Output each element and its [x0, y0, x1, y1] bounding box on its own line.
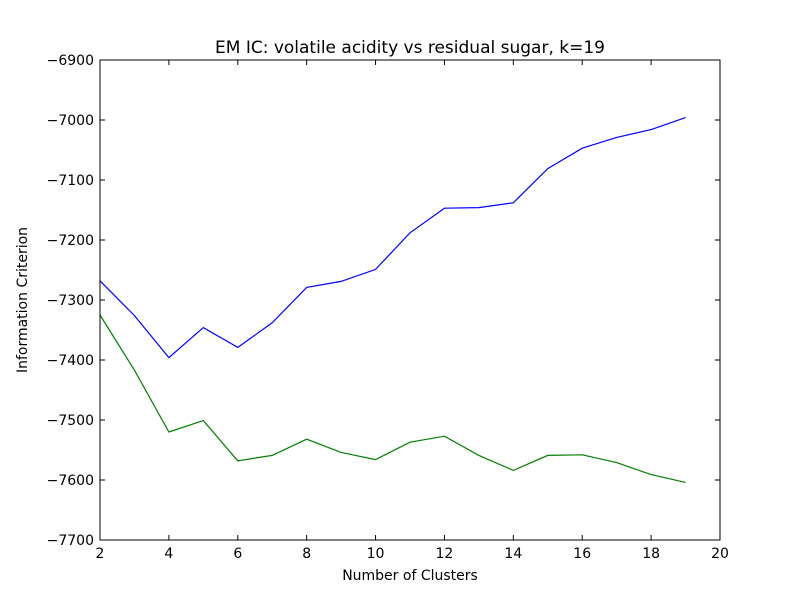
x-tick-label: 6: [233, 546, 242, 562]
y-tick-label: −7300: [47, 293, 94, 309]
x-axis-label: Number of Clusters: [342, 568, 478, 584]
y-tick-label: −7200: [47, 233, 94, 249]
x-tick-label: 16: [573, 546, 591, 562]
y-tick-label: −7700: [47, 533, 94, 549]
series-line-1: [99, 117, 686, 359]
series-line-2: [99, 314, 686, 483]
x-tick-label: 20: [711, 546, 729, 562]
x-tick-label: 2: [96, 546, 105, 562]
x-tick-label: 14: [504, 546, 522, 562]
x-tick-label: 18: [642, 546, 660, 562]
x-tick-label: 4: [164, 546, 173, 562]
y-axis-label: Information Criterion: [15, 227, 31, 373]
x-tick-label: 8: [302, 546, 311, 562]
y-tick-label: −7000: [47, 113, 94, 129]
plot-area: [100, 60, 720, 540]
y-tick-label: −7100: [47, 173, 94, 189]
x-tick-label: 10: [367, 546, 385, 562]
plot-frame: [99, 59, 721, 541]
y-tick-label: −7600: [47, 473, 94, 489]
x-tick-label: 12: [436, 546, 454, 562]
y-tick-label: −6900: [47, 53, 94, 69]
ticks-layer: 2 4 6 8 10 12 14 16 18 20 −6900 −7000 −7100 −7200 −730…: [47, 53, 729, 562]
y-tick-label: −7500: [47, 413, 94, 429]
y-tick-label: −7400: [47, 353, 94, 369]
series-layer: [99, 117, 686, 483]
chart-title: EM IC: volatile acidity vs residual suga…: [215, 38, 605, 58]
